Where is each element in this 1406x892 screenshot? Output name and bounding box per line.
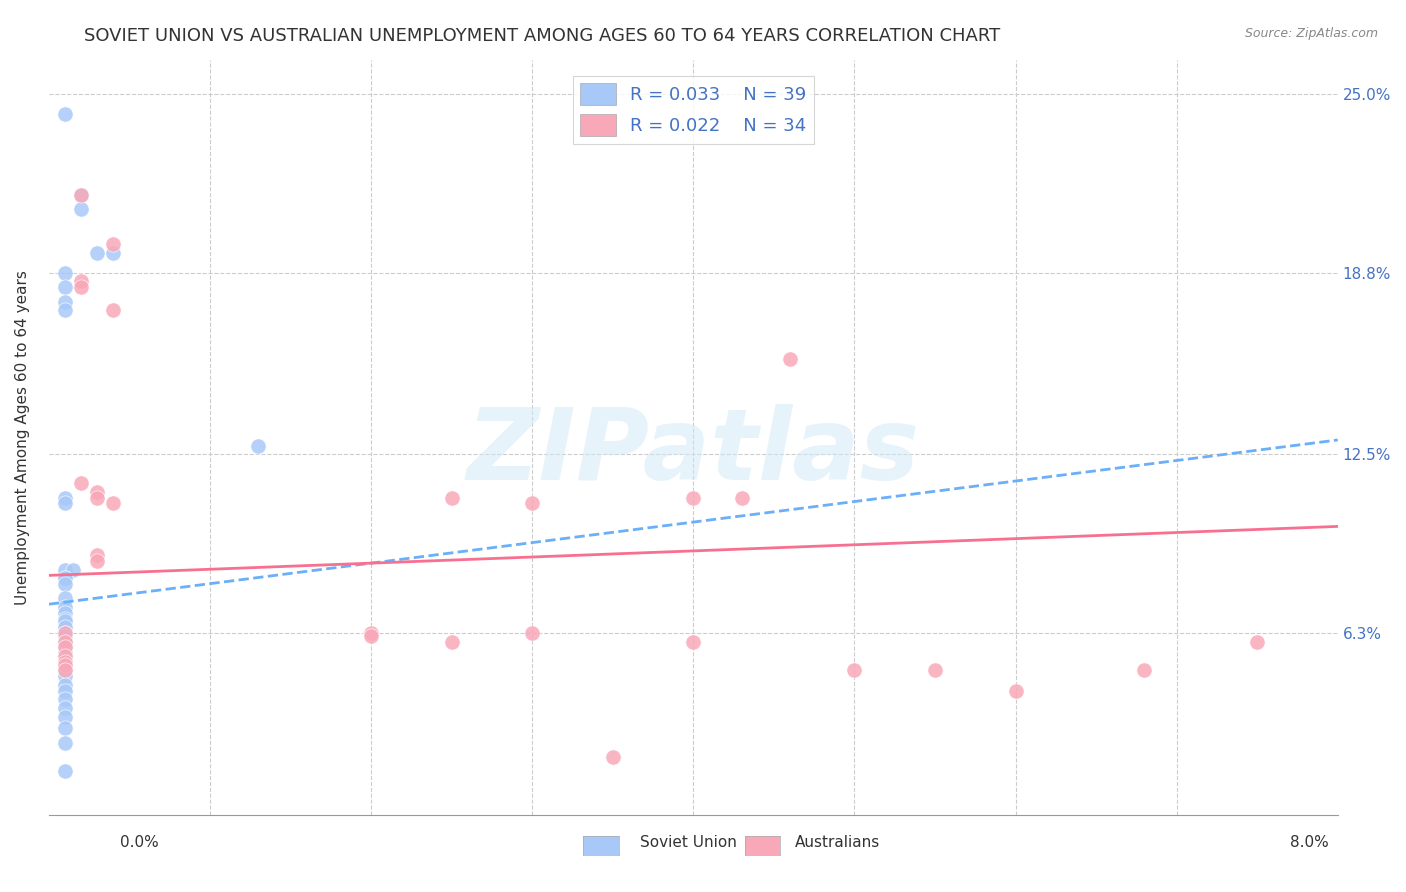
Point [53, 701, 76, 715]
Point [53, 652, 76, 666]
Point [53, 683, 76, 698]
Point [53, 640, 76, 655]
Point [730, 491, 752, 505]
Text: 0.0%: 0.0% [120, 836, 159, 850]
Point [53, 571, 76, 585]
Point [70, 476, 93, 491]
Point [520, 626, 543, 640]
Point [844, 664, 866, 678]
Point [53, 563, 76, 577]
Point [440, 491, 463, 505]
Point [602, 750, 624, 764]
Point [62, 563, 84, 577]
Point [53, 664, 76, 678]
Point [53, 634, 76, 648]
Point [53, 692, 76, 706]
Point [1133, 664, 1156, 678]
Point [682, 491, 704, 505]
Point [53, 626, 76, 640]
Point [103, 496, 125, 510]
Point [53, 600, 76, 615]
Point [53, 606, 76, 620]
Point [53, 612, 76, 626]
Point [70, 202, 93, 217]
Point [53, 294, 76, 309]
Point [53, 571, 76, 585]
Point [682, 634, 704, 648]
Point [86, 548, 108, 562]
Point [53, 649, 76, 664]
Point [70, 188, 93, 202]
Point [53, 491, 76, 505]
Point [53, 646, 76, 660]
Point [360, 626, 382, 640]
Text: Soviet Union: Soviet Union [640, 836, 737, 850]
Text: Source: ZipAtlas.com: Source: ZipAtlas.com [1244, 27, 1378, 40]
Point [247, 439, 270, 453]
Point [53, 640, 76, 655]
Point [53, 657, 76, 672]
Point [53, 709, 76, 723]
Point [360, 629, 382, 643]
Point [779, 352, 801, 367]
Point [53, 669, 76, 683]
Point [924, 664, 946, 678]
Point [53, 496, 76, 510]
Point [440, 634, 463, 648]
Point [53, 634, 76, 648]
Point [53, 303, 76, 318]
Point [1246, 634, 1268, 648]
Point [103, 303, 125, 318]
Text: ZIPatlas: ZIPatlas [467, 404, 920, 500]
Point [53, 280, 76, 294]
Point [53, 266, 76, 280]
Point [103, 245, 125, 260]
Point [70, 280, 93, 294]
Point [53, 591, 76, 606]
Point [53, 764, 76, 779]
Point [53, 620, 76, 634]
Point [1004, 683, 1026, 698]
Point [86, 491, 108, 505]
Point [53, 655, 76, 669]
Legend: R = 0.033    N = 39, R = 0.022    N = 34: R = 0.033 N = 39, R = 0.022 N = 34 [572, 76, 814, 144]
Point [70, 188, 93, 202]
Point [86, 484, 108, 499]
Point [70, 275, 93, 289]
Point [520, 496, 543, 510]
Point [53, 107, 76, 121]
Text: 8.0%: 8.0% [1289, 836, 1329, 850]
Point [86, 245, 108, 260]
Text: SOVIET UNION VS AUSTRALIAN UNEMPLOYMENT AMONG AGES 60 TO 64 YEARS CORRELATION CH: SOVIET UNION VS AUSTRALIAN UNEMPLOYMENT … [84, 27, 1001, 45]
Point [53, 721, 76, 735]
Point [86, 554, 108, 568]
Point [53, 577, 76, 591]
Point [53, 664, 76, 678]
Y-axis label: Unemployment Among Ages 60 to 64 years: Unemployment Among Ages 60 to 64 years [15, 269, 30, 605]
Point [53, 735, 76, 749]
Point [53, 629, 76, 643]
Point [53, 615, 76, 629]
Text: Australians: Australians [794, 836, 880, 850]
Point [53, 626, 76, 640]
Point [53, 678, 76, 692]
Point [103, 237, 125, 252]
